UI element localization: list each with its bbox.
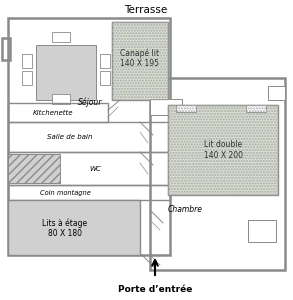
- Bar: [100, 71, 110, 85]
- Text: Lits à étage
80 X 180: Lits à étage 80 X 180: [42, 218, 88, 238]
- Bar: [246, 105, 266, 112]
- Text: Salle de bain: Salle de bain: [47, 134, 93, 140]
- Bar: [268, 86, 285, 100]
- Text: WC: WC: [89, 166, 101, 172]
- Text: Coin montagne: Coin montagne: [40, 190, 91, 196]
- Bar: [112, 22, 168, 100]
- Bar: [36, 45, 96, 100]
- Bar: [112, 22, 168, 100]
- Bar: [8, 200, 140, 255]
- Bar: [52, 32, 70, 42]
- Text: Porte d’entrée: Porte d’entrée: [118, 286, 192, 295]
- Bar: [22, 54, 32, 68]
- Bar: [8, 122, 170, 152]
- Bar: [8, 152, 170, 185]
- Bar: [100, 54, 110, 68]
- Text: Lit double
140 X 200: Lit double 140 X 200: [204, 140, 243, 160]
- Bar: [8, 103, 108, 122]
- Text: Kitchenette: Kitchenette: [33, 110, 73, 116]
- Text: Canapé lit
140 X 195: Canapé lit 140 X 195: [120, 48, 160, 68]
- Bar: [168, 105, 278, 195]
- Bar: [2, 38, 10, 60]
- Bar: [8, 185, 170, 200]
- Bar: [176, 105, 196, 112]
- Bar: [150, 78, 285, 270]
- Bar: [22, 71, 32, 85]
- Bar: [168, 105, 278, 195]
- Bar: [8, 154, 60, 183]
- Text: Terrasse: Terrasse: [124, 5, 168, 15]
- Text: Séjour: Séjour: [78, 97, 102, 107]
- Bar: [52, 94, 70, 104]
- Text: Chambre: Chambre: [168, 206, 202, 214]
- Bar: [150, 99, 182, 115]
- Bar: [248, 220, 276, 242]
- Bar: [8, 18, 170, 255]
